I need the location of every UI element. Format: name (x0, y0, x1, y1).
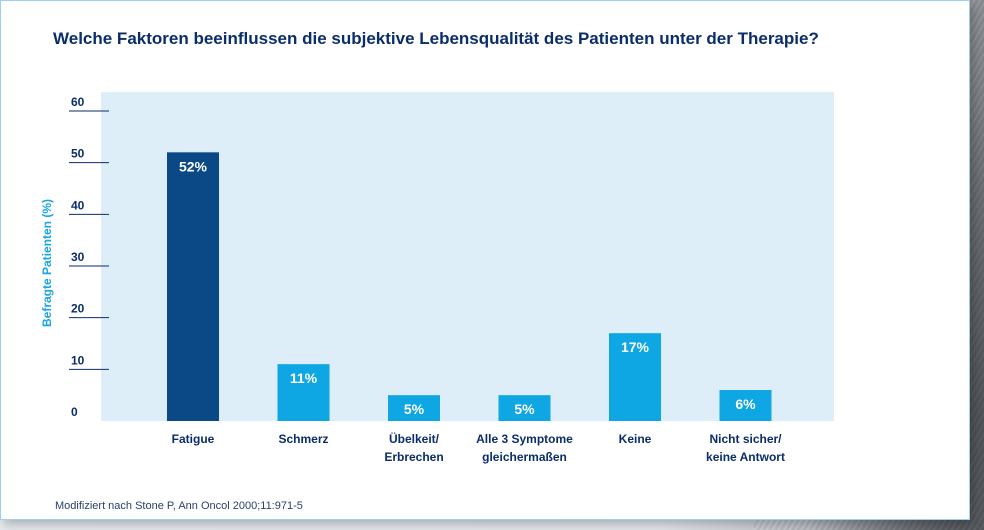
data-label: 5% (404, 401, 425, 417)
category-label: Nicht sicher/keine Antwort (706, 432, 785, 464)
bar (498, 395, 551, 421)
category-label-line: Erbrechen (384, 450, 443, 464)
data-label: 6% (735, 396, 756, 412)
data-label: 17% (621, 339, 650, 355)
category-label-line: Schmerz (278, 432, 328, 446)
bar-chart: 0 10 20 30 40 50 60 Befragte Patienten (%) 52% Fa… (40, 92, 834, 464)
data-label: 52% (179, 158, 208, 174)
bar (277, 364, 330, 421)
bar (167, 152, 219, 422)
category-label: Fatigue (172, 432, 215, 446)
category-label-line: Alle 3 Symptome (476, 432, 573, 446)
y-tick-label: 20 (71, 302, 85, 316)
plot-area (101, 92, 834, 421)
y-tick-label: 0 (71, 405, 78, 419)
category-label-line: keine Antwort (706, 450, 785, 464)
bar (719, 390, 772, 421)
category-label: Schmerz (278, 432, 328, 446)
category-label: Alle 3 Symptome gleichermaßen (476, 432, 573, 464)
bar (388, 395, 440, 421)
y-tick-label: 10 (71, 353, 85, 367)
y-tick-label: 30 (71, 250, 85, 264)
category-label-line: Nicht sicher/ (709, 432, 782, 446)
category-label-line: Übelkeit/ (389, 431, 440, 446)
chart-card: Welche Faktoren beeinflussen die subjekt… (0, 0, 970, 520)
y-tick-label: 40 (71, 198, 85, 212)
y-tick-label: 50 (71, 147, 85, 161)
category-label-line: Keine (619, 432, 652, 446)
category-label-line: gleichermaßen (482, 450, 567, 464)
source-note: Modifiziert nach Stone P, Ann Oncol 2000… (55, 500, 303, 512)
y-axis-label: Befragte Patienten (%) (40, 199, 54, 327)
category-label: Übelkeit/Erbrechen (384, 431, 443, 464)
data-label: 11% (290, 370, 318, 386)
category-label-line: Fatigue (172, 432, 215, 446)
data-label: 5% (514, 401, 535, 417)
bar (609, 333, 661, 421)
chart-title: Welche Faktoren beeinflussen die subjekt… (53, 29, 819, 48)
y-tick-label: 60 (71, 95, 85, 109)
category-label: Keine (619, 432, 652, 446)
